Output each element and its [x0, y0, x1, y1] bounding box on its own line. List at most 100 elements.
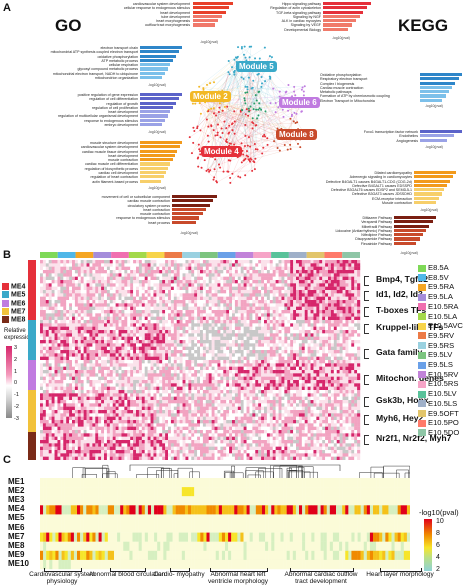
expression-cell: [153, 303, 156, 307]
expression-cell: [159, 330, 162, 334]
expression-cell: [168, 320, 171, 324]
expression-cell: [107, 343, 110, 347]
expression-cell: [55, 377, 58, 381]
expression-cell: [148, 353, 151, 357]
expression-cell: [119, 350, 122, 354]
expression-cell: [183, 273, 186, 277]
expression-cell: [81, 370, 84, 374]
expression-cell: [136, 317, 139, 321]
expression-cell: [92, 327, 95, 331]
network-node: [196, 127, 198, 129]
expression-cell: [159, 283, 162, 287]
expression-cell: [174, 333, 177, 337]
expression-cell: [340, 260, 343, 264]
expression-cell: [148, 260, 151, 264]
expression-cell: [72, 270, 75, 274]
expression-cell: [340, 283, 343, 287]
expression-cell: [148, 300, 151, 304]
expression-cell: [308, 360, 311, 364]
expression-cell: [113, 337, 116, 341]
expression-cell: [127, 337, 130, 341]
expression-cell: [308, 323, 311, 327]
expression-cell: [168, 300, 171, 304]
expression-cell: [299, 313, 302, 317]
expression-cell: [203, 297, 206, 301]
expression-cell: [66, 330, 69, 334]
expression-cell: [156, 280, 159, 284]
expression-cell: [345, 317, 348, 321]
expression-cell: [46, 353, 49, 357]
expression-cell: [98, 327, 101, 331]
expression-cell: [290, 330, 293, 334]
expression-cell: [308, 300, 311, 304]
expression-cell: [136, 343, 139, 347]
expression-cell: [261, 270, 264, 274]
expression-cell: [133, 373, 136, 377]
expression-cell: [264, 310, 267, 314]
expression-cell: [328, 317, 331, 321]
expression-cell: [183, 293, 186, 297]
expression-cell: [302, 317, 305, 321]
go-orange-axis: -log10(pval): [148, 186, 166, 190]
expression-cell: [46, 263, 49, 267]
expression-cell: [351, 280, 354, 284]
expression-cell: [299, 290, 302, 294]
expression-cell: [66, 367, 69, 371]
expression-cell: [241, 313, 244, 317]
expression-cell: [133, 337, 136, 341]
expression-cell: [104, 377, 107, 381]
expression-cell: [81, 273, 84, 277]
expression-cell: [46, 270, 49, 274]
expression-cell: [337, 370, 340, 374]
expression-cell: [299, 330, 302, 334]
expression-cell: [57, 360, 60, 364]
expression-cell: [290, 373, 293, 377]
expression-cell: [337, 323, 340, 327]
expression-cell: [87, 273, 90, 277]
expression-cell: [357, 347, 360, 351]
expression-cell: [345, 277, 348, 281]
expression-cell: [328, 343, 331, 347]
network-node: [253, 161, 255, 163]
expression-cell: [75, 287, 78, 291]
expression-cell: [191, 347, 194, 351]
expression-cell: [84, 303, 87, 307]
expression-cell: [63, 320, 66, 324]
expression-cell: [348, 363, 351, 367]
expression-cell: [63, 327, 66, 331]
expression-cell: [252, 327, 255, 331]
expression-cell: [52, 267, 55, 271]
expression-cell: [244, 267, 247, 271]
expression-cell: [81, 360, 84, 364]
expression-cell: [270, 327, 273, 331]
expression-cell: [98, 353, 101, 357]
network-node: [241, 109, 243, 111]
expression-cell: [92, 303, 95, 307]
expression-cell: [84, 347, 87, 351]
expression-cell: [229, 367, 232, 371]
expression-cell: [49, 357, 52, 361]
expression-cell: [162, 267, 165, 271]
stage-bar: [40, 252, 58, 258]
expression-cell: [215, 363, 218, 367]
expression-cell: [171, 277, 174, 281]
expression-cell: [328, 323, 331, 327]
expression-cell: [40, 320, 43, 324]
expression-cell: [215, 300, 218, 304]
expression-cell: [49, 380, 52, 384]
expression-cell: [209, 290, 212, 294]
expression-cell: [296, 323, 299, 327]
expression-cell: [95, 277, 98, 281]
expression-cell: [299, 377, 302, 381]
expression-cell: [145, 380, 148, 384]
expression-cell: [139, 273, 142, 277]
expression-cell: [124, 327, 127, 331]
expression-cell: [343, 310, 346, 314]
expression-cell: [290, 313, 293, 317]
expression-cell: [206, 267, 209, 271]
expression-cell: [279, 373, 282, 377]
expression-cell: [81, 323, 84, 327]
expression-cell: [311, 360, 314, 364]
expression-cell: [119, 357, 122, 361]
expression-cell: [92, 363, 95, 367]
